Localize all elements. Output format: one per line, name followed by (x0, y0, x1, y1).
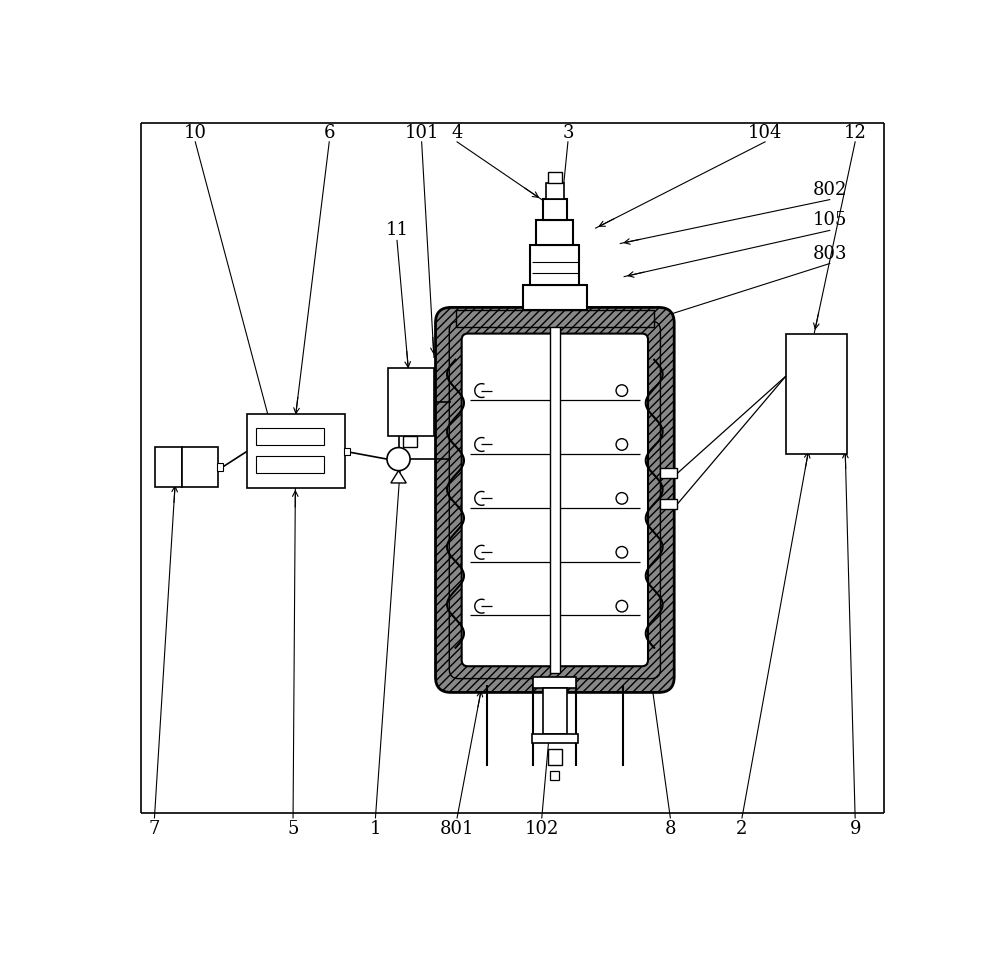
Text: 105: 105 (813, 211, 847, 229)
Text: 101: 101 (404, 123, 439, 142)
Circle shape (616, 601, 628, 612)
Text: 4: 4 (451, 123, 463, 142)
Text: 10: 10 (184, 123, 207, 142)
Bar (182, 446, 218, 487)
Polygon shape (391, 470, 406, 483)
Text: 9: 9 (849, 819, 861, 838)
Bar (256, 428, 324, 445)
Bar (247, 415, 345, 489)
Text: 102: 102 (525, 819, 559, 838)
Bar (548, 749, 562, 764)
Bar (660, 499, 677, 509)
Text: 5: 5 (287, 819, 299, 838)
Bar (403, 436, 417, 446)
FancyBboxPatch shape (462, 334, 648, 666)
Bar (155, 446, 182, 487)
Bar (543, 687, 567, 734)
Text: 6: 6 (323, 123, 335, 142)
Bar (536, 221, 573, 245)
Bar (660, 469, 677, 478)
Circle shape (616, 439, 628, 450)
Text: 803: 803 (812, 245, 847, 262)
Bar (530, 245, 579, 285)
Text: 802: 802 (813, 180, 847, 199)
Circle shape (387, 447, 410, 470)
Circle shape (616, 547, 628, 558)
Bar (456, 309, 654, 327)
Bar (388, 368, 434, 436)
Bar (550, 250, 560, 673)
Text: 11: 11 (386, 222, 409, 239)
Text: 12: 12 (844, 123, 867, 142)
Circle shape (616, 493, 628, 504)
Text: 801: 801 (440, 819, 474, 838)
Text: 3: 3 (562, 123, 574, 142)
FancyBboxPatch shape (436, 308, 674, 692)
Text: 1: 1 (370, 819, 381, 838)
Text: 104: 104 (748, 123, 782, 142)
Bar (532, 734, 578, 743)
Text: 7: 7 (149, 819, 160, 838)
Bar (786, 335, 847, 454)
Bar (523, 285, 587, 309)
Text: 2: 2 (736, 819, 748, 838)
Text: 8: 8 (665, 819, 676, 838)
Bar (533, 677, 576, 687)
Bar (548, 172, 562, 183)
Bar (550, 771, 559, 780)
Bar (344, 447, 350, 455)
Bar (217, 463, 223, 470)
Circle shape (616, 385, 628, 396)
Bar (546, 183, 564, 199)
Bar (256, 456, 324, 473)
Bar (543, 199, 567, 221)
